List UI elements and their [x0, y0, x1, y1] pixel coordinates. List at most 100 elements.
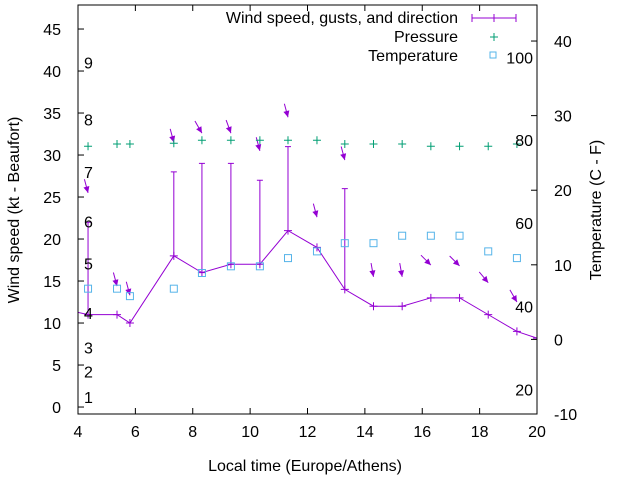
y-tick-label: 35: [43, 106, 61, 123]
beaufort-label: 5: [84, 256, 93, 273]
wind-direction-arrowhead: [196, 126, 202, 134]
pressure-point: [84, 142, 93, 151]
wind-direction-arrowhead: [125, 288, 132, 296]
y2-tick-label: 10: [554, 258, 572, 275]
wind-gust-bar: [256, 179, 263, 265]
y2-tick-label: -10: [554, 407, 577, 424]
x-tick-label: 18: [471, 424, 489, 441]
legend-swatch-pressure: [490, 33, 498, 41]
y-tick-label: 20: [43, 232, 61, 249]
y-axis-label: Wind speed (kt - Beaufort): [6, 117, 23, 304]
beaufort-label: 9: [84, 56, 93, 73]
pressure-point: [340, 139, 349, 148]
fahrenheit-label: 100: [506, 50, 533, 67]
pressure-point: [312, 136, 321, 145]
temperature-point: [226, 262, 235, 271]
y2-tick-label: 30: [554, 109, 572, 126]
wind-direction-arrowhead: [481, 275, 489, 283]
pressure-point: [426, 142, 435, 151]
wind-speed-point: [369, 302, 378, 311]
wind-direction-arrowhead: [452, 259, 460, 266]
wind-direction-arrowhead: [112, 279, 119, 287]
temperature-point: [455, 231, 464, 240]
beaufort-label: 3: [84, 340, 93, 357]
pressure-point: [484, 142, 493, 151]
x-tick-label: 6: [131, 424, 140, 441]
y2-tick-label: 20: [554, 183, 572, 200]
wind-speed-point: [65, 306, 73, 314]
beaufort-label: 8: [84, 113, 93, 130]
legend-label-pressure: Pressure: [394, 29, 458, 46]
wind-speed-point: [398, 302, 407, 311]
beaufort-label: 2: [84, 365, 93, 382]
wind-direction-arrowhead: [83, 185, 90, 193]
wind-direction-arrowhead: [312, 210, 319, 218]
temperature-point: [426, 231, 435, 240]
pressure-point: [512, 139, 521, 148]
plot-marks: [65, 103, 537, 343]
x-axis-label: Local time (Europe/Athens): [208, 458, 402, 475]
beaufort-label: 7: [84, 165, 93, 182]
fahrenheit-label: 60: [515, 216, 533, 233]
wind-speed-point: [512, 327, 521, 336]
y2-axis-label: Temperature (C - F): [588, 140, 605, 280]
x-tick-label: 20: [528, 424, 546, 441]
wind-direction-arrowhead: [283, 110, 290, 118]
wind-gust-bar: [198, 162, 205, 273]
pressure-point: [169, 139, 178, 148]
y-tick-label: 45: [43, 22, 61, 39]
temperature-point: [484, 247, 493, 256]
wind-speed-line: [78, 229, 537, 339]
plot-frame: [77, 4, 538, 415]
wind-direction-arrowhead: [511, 295, 517, 303]
temperature-point: [369, 239, 378, 248]
pressure-point: [226, 136, 235, 145]
wind-direction-arrowhead: [398, 270, 405, 277]
wind-gust-bar: [227, 162, 234, 265]
temperature-point: [340, 239, 349, 248]
legend-swatch-wind: [471, 14, 517, 22]
temperature-point: [125, 292, 134, 301]
y-tick-label: 25: [43, 190, 61, 207]
beaufort-label: 4: [84, 306, 93, 323]
pressure-point: [125, 139, 134, 148]
wind-speed-point: [426, 293, 435, 302]
y-tick-label: 40: [43, 64, 61, 81]
wind-gust-bar: [170, 171, 177, 256]
pressure-point: [398, 139, 407, 148]
y-tick-label: 0: [52, 400, 61, 417]
x-tick-label: 12: [299, 424, 317, 441]
x-tick-label: 4: [74, 424, 83, 441]
wind-gust-bar: [341, 188, 348, 290]
temperature-point: [312, 247, 321, 256]
legend-swatch-temperature: [489, 51, 497, 59]
fahrenheit-label: 40: [515, 300, 533, 317]
y-tick-label: 15: [43, 274, 61, 291]
wind-speed-point: [455, 293, 464, 302]
fahrenheit-label: 20: [515, 382, 533, 399]
x-tick-label: 8: [188, 424, 197, 441]
wind-direction-arrowhead: [369, 270, 376, 277]
wind-gust-bar: [85, 221, 92, 315]
wind-direction-arrowhead: [255, 143, 262, 151]
y2-tick-label: 0: [554, 332, 563, 349]
y-tick-label: 30: [43, 148, 61, 165]
wind-gust-bar: [284, 146, 291, 231]
pressure-point: [197, 136, 206, 145]
temperature-point: [113, 284, 122, 293]
legend-label-wind: Wind speed, gusts, and direction: [226, 10, 458, 27]
temperature-point: [283, 254, 292, 263]
y-tick-label: 5: [52, 358, 61, 375]
legend-label-temperature: Temperature: [368, 48, 458, 65]
beaufort-label: 1: [84, 390, 93, 407]
pressure-point: [113, 139, 122, 148]
x-tick-label: 10: [241, 424, 259, 441]
temperature-point: [398, 231, 407, 240]
fahrenheit-label: 80: [515, 133, 533, 150]
wind-speed-point: [533, 334, 537, 343]
wind-speed-point: [484, 310, 493, 319]
temperature-point: [197, 269, 206, 278]
temperature-point: [84, 284, 93, 293]
temperature-point: [169, 284, 178, 293]
